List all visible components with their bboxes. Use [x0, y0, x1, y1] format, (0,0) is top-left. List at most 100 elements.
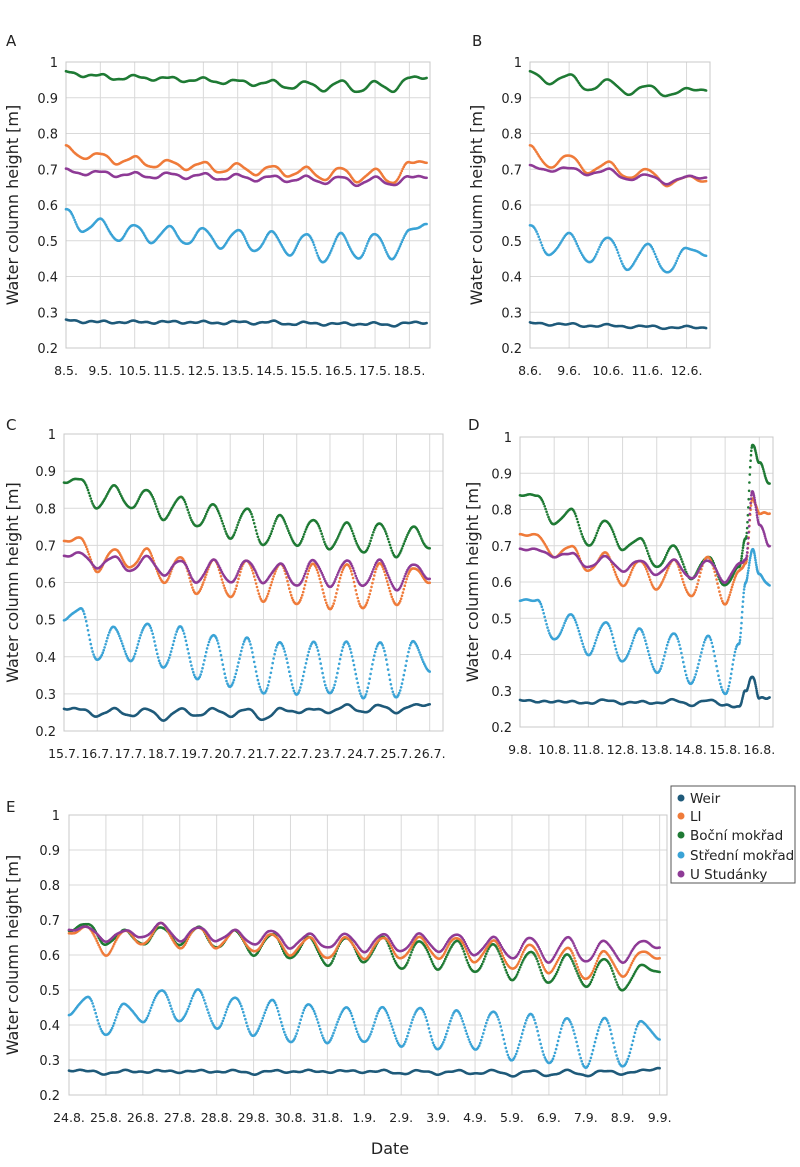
data-point — [172, 639, 176, 643]
data-point — [256, 589, 260, 592]
data-point — [401, 544, 405, 548]
x-tick-label: 16.7. — [81, 746, 113, 761]
data-point — [574, 514, 578, 518]
data-point — [217, 645, 221, 649]
y-tick-label: 0.9 — [37, 92, 58, 107]
data-point — [285, 524, 288, 528]
y-tick-label: 0.2 — [37, 342, 58, 357]
y-axis-title: Water column height [m] — [3, 105, 22, 306]
data-point — [103, 646, 106, 649]
data-point — [425, 161, 428, 165]
data-point — [215, 636, 218, 640]
data-point — [287, 583, 290, 587]
data-point — [307, 569, 311, 572]
data-point — [149, 552, 153, 555]
y-tick-label: 0.3 — [37, 306, 58, 321]
data-point — [83, 615, 87, 619]
data-point — [397, 691, 401, 695]
data-point — [252, 660, 256, 664]
data-point — [223, 672, 226, 675]
data-point — [332, 602, 336, 605]
data-point — [184, 639, 188, 643]
data-point — [385, 658, 388, 661]
data-point — [575, 517, 579, 521]
data-point — [400, 582, 404, 585]
data-point — [336, 588, 339, 591]
data-point — [300, 596, 303, 600]
data-point — [573, 512, 577, 515]
data-point — [298, 689, 301, 692]
data-point — [92, 653, 95, 656]
data-point — [315, 251, 319, 255]
data-point — [188, 514, 191, 517]
data-point — [398, 174, 402, 177]
data-point — [206, 643, 210, 647]
data-point — [154, 502, 157, 506]
data-point — [537, 235, 540, 238]
data-point — [237, 577, 240, 581]
data-point — [166, 661, 169, 664]
series-u-stud-nky — [64, 167, 428, 188]
data-point — [303, 583, 307, 587]
data-point — [369, 589, 372, 592]
data-point — [252, 572, 255, 575]
data-point — [156, 652, 159, 656]
data-point — [253, 525, 257, 529]
data-point — [321, 671, 324, 675]
data-point — [233, 531, 237, 534]
y-tick-label: 0.7 — [491, 540, 512, 555]
data-point — [365, 601, 369, 604]
data-point — [117, 632, 120, 635]
data-point — [596, 529, 600, 532]
data-point — [657, 260, 660, 264]
data-point — [198, 675, 202, 679]
data-point — [190, 664, 193, 667]
data-point — [291, 686, 295, 690]
data-point — [234, 587, 238, 591]
data-point — [271, 577, 275, 581]
data-point — [301, 535, 305, 539]
data-point — [169, 650, 173, 653]
x-tick-label: 18.5. — [393, 363, 425, 378]
data-point — [91, 650, 94, 653]
y-tick-label: 0.5 — [37, 235, 58, 250]
data-point — [150, 554, 153, 557]
data-point — [547, 515, 550, 519]
x-tick-label: 24.7. — [347, 746, 379, 761]
x-tick-label: 9.6. — [557, 363, 581, 378]
data-point — [596, 250, 599, 254]
data-point — [301, 674, 305, 678]
data-point — [265, 687, 269, 690]
data-point — [350, 655, 354, 658]
data-point — [402, 542, 406, 545]
data-point — [317, 653, 321, 656]
data-point — [318, 577, 322, 581]
data-point — [325, 686, 328, 690]
data-point — [577, 523, 581, 527]
y-tick-label: 0.5 — [501, 235, 522, 250]
data-point — [88, 638, 92, 641]
data-point — [272, 575, 275, 578]
data-point — [331, 244, 335, 248]
x-tick-label: 10.8. — [538, 742, 570, 757]
y-tick-label: 0.7 — [501, 163, 522, 178]
data-point — [200, 670, 203, 673]
data-point — [314, 249, 318, 252]
data-point — [87, 491, 91, 495]
data-point — [189, 580, 192, 583]
data-point — [284, 522, 287, 526]
data-point — [203, 578, 206, 582]
data-point — [220, 578, 224, 581]
data-point — [200, 585, 203, 589]
data-point — [546, 513, 549, 516]
data-point — [369, 672, 372, 676]
data-point — [237, 661, 240, 664]
data-point — [305, 567, 309, 570]
data-point — [404, 581, 408, 584]
data-point — [349, 567, 352, 570]
y-tick-label: 0.2 — [491, 721, 512, 736]
data-point — [654, 255, 658, 258]
x-tick-label: 20.7. — [214, 746, 246, 761]
